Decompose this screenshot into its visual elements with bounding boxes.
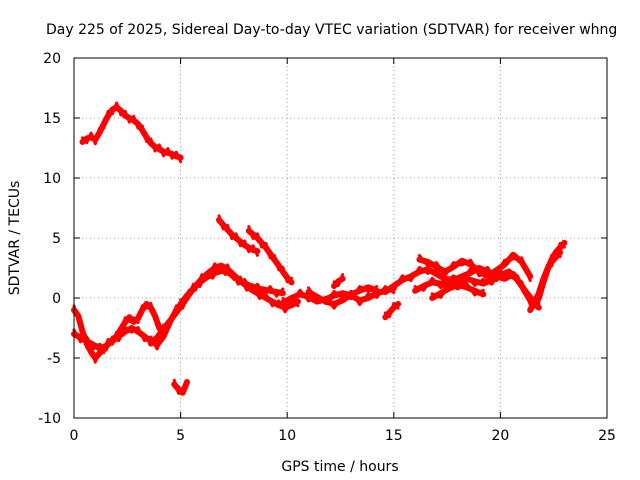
x-tick-label: 0: [70, 428, 79, 444]
series-noise-arc-rise-secondary: [179, 265, 285, 302]
series-noise-arc-high-morning: [81, 101, 183, 164]
series-noise-arc-decline-1: [217, 214, 259, 257]
x-tick-label: 10: [278, 428, 296, 444]
series-noise-arc-low-noon: [383, 301, 400, 319]
x-tick-label: 25: [598, 428, 616, 444]
series-noise-arc-evening-c: [413, 269, 536, 301]
tick-layer: 0 5 10 15 20 25 -10 -5 0 5 10 15 20: [38, 51, 616, 444]
series-line-arc-low-morning: [71, 301, 167, 361]
y-tick-label: 20: [43, 51, 61, 67]
y-tick-label: 0: [52, 291, 61, 307]
chart-title: Day 225 of 2025, Sidereal Day-to-day VTE…: [46, 22, 617, 38]
x-tick-label: 15: [385, 428, 403, 444]
series-noise-arc-flat-midday-2: [307, 285, 379, 310]
series-noise-arc-evening-d: [430, 281, 485, 299]
y-tick-label: -10: [38, 411, 61, 427]
y-tick-label: -5: [47, 351, 61, 367]
series-layer: [71, 101, 568, 396]
x-axis-label: GPS time / hours: [281, 459, 398, 475]
x-tick-label: 5: [176, 428, 185, 444]
series-noise-arc-late-b: [528, 251, 562, 309]
series-noise-arc-flat-midday: [281, 285, 396, 307]
plot-frame: [73, 57, 608, 419]
x-tick-label: 20: [491, 428, 509, 444]
series-line-arc-evening-d: [429, 281, 487, 301]
y-tick-label: 5: [52, 231, 61, 247]
series-noise-arc-small-rise: [332, 273, 345, 287]
series-noise-arc-decline-2: [247, 225, 293, 284]
series-noise-arc-dip-five: [172, 378, 189, 395]
series-noise-arc-rise-afternoon: [149, 262, 300, 344]
grid-layer: [74, 58, 607, 418]
y-tick-label: 15: [43, 111, 61, 127]
series-noise-arc-evening-b: [417, 253, 532, 283]
y-tick-label: 10: [43, 171, 61, 187]
y-axis-label: SDTVAR / TECUs: [7, 181, 23, 296]
